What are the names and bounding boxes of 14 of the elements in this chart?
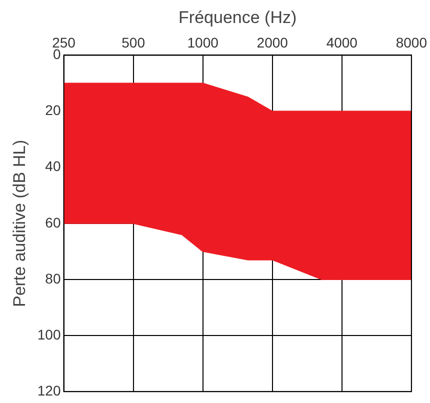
x-tick-label: 2000 bbox=[256, 34, 288, 51]
x-axis-title: Fréquence (Hz) bbox=[178, 8, 297, 27]
y-tick-label: 0 bbox=[52, 46, 61, 62]
x-tick-label: 4000 bbox=[326, 34, 358, 51]
y-tick-label: 20 bbox=[45, 102, 61, 118]
y-tick-label: 80 bbox=[45, 270, 61, 286]
y-tick-label: 60 bbox=[45, 214, 61, 230]
x-tick-label: 500 bbox=[122, 34, 146, 51]
y-tick-label: 120 bbox=[37, 382, 61, 398]
x-tick-label: 1000 bbox=[187, 34, 219, 51]
y-axis-title: Perte auditive (dB HL) bbox=[10, 140, 29, 308]
y-tick-label: 100 bbox=[37, 326, 61, 342]
y-tick-label: 40 bbox=[45, 158, 61, 174]
x-tick-label: 8000 bbox=[396, 34, 428, 51]
